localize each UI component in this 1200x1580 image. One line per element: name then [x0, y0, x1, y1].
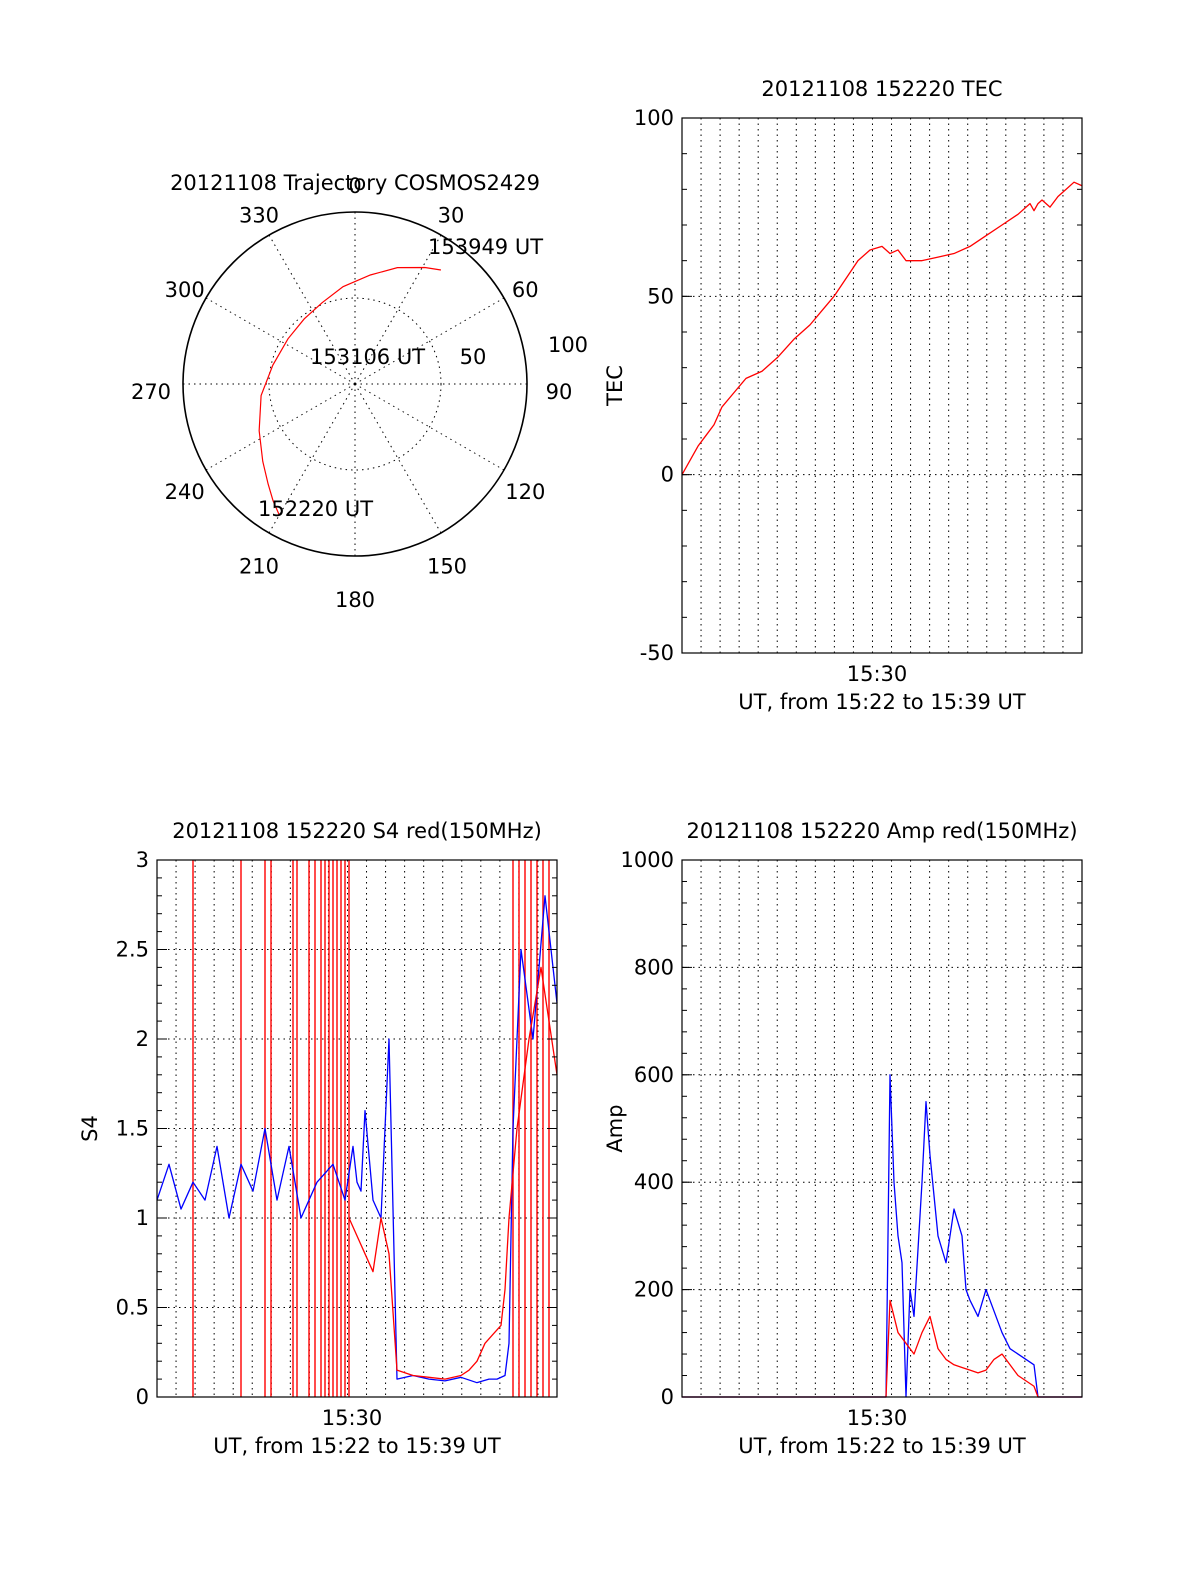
polar-spoke [205, 297, 356, 385]
polar-annotation-mid: 153106 UT [310, 345, 425, 369]
polar-spoke [354, 383, 505, 471]
polar-time-annotations: 152220 UT 153106 UT 153949 UT [258, 235, 543, 521]
polar-angle-label: 30 [438, 204, 465, 228]
polar-annotation-start: 152220 UT [258, 497, 373, 521]
polar-chart-title: 20121108 Trajectory COSMOS2429 [170, 171, 540, 195]
red-series-line [348, 966, 558, 1380]
tec-chart: -50 0 50 100 15:30 UT, from 15:22 to 15:39 UT… [603, 77, 1083, 714]
polar-angle-label: 90 [546, 380, 573, 404]
y-axis-label: S4 [78, 1115, 102, 1142]
chart-title: 20121108 152220 S4 red(150MHz) [172, 819, 542, 843]
polar-angle-label: 0 [348, 174, 361, 198]
polar-inner-circle [268, 297, 442, 471]
y-axis-label: TEC [603, 365, 627, 407]
y-tick-label: 3 [136, 848, 149, 872]
polar-angle-labels: 0 30 60 90 120 150 180 210 240 270 300 330 [131, 174, 572, 612]
y-tick-label: 2 [136, 1027, 149, 1051]
polar-angle-label: 60 [512, 278, 539, 302]
plot-frame [681, 859, 1083, 1398]
polar-angle-label: 270 [131, 380, 171, 404]
red-series-line [682, 1299, 1082, 1398]
x-tick-label: 15:30 [847, 662, 908, 686]
y-tick-label: 200 [634, 1278, 674, 1302]
y-tick-label: 0.5 [116, 1296, 149, 1320]
y-axis-label: Amp [603, 1104, 627, 1152]
polar-angle-label: 210 [239, 554, 279, 578]
polar-spoke [354, 383, 442, 534]
polar-trajectory-series [258, 266, 442, 516]
polar-spoke [354, 234, 442, 385]
s4-chart: 0 0.5 1 1.5 2 2.5 3 15:30 UT, from 15:22 to 15:3… [78, 819, 558, 1458]
y-tick-label: 800 [634, 955, 674, 979]
plot-frame [156, 859, 558, 1398]
polar-angle-label: 240 [165, 480, 205, 504]
y-tick-label: 2.5 [116, 938, 149, 962]
polar-spoke [268, 383, 356, 534]
y-tick-label: 0 [661, 463, 674, 487]
amp-chart: 0 200 400 600 800 1000 15:30 UT, from 15:22 to … [603, 819, 1083, 1458]
y-tick-label: 50 [647, 284, 674, 308]
x-tick-label: 15:30 [847, 1406, 908, 1430]
polar-spoke [354, 297, 505, 385]
polar-angle-label: 300 [165, 278, 205, 302]
y-tick-label: 1000 [621, 848, 674, 872]
y-tick-label: 1 [136, 1206, 149, 1230]
x-axis-label: UT, from 15:22 to 15:39 UT [213, 1434, 501, 1458]
polar-radial-label: 100 [548, 333, 588, 357]
polar-trajectory-line [258, 266, 442, 516]
x-axis-label: UT, from 15:22 to 15:39 UT [738, 690, 1026, 714]
polar-trajectory-chart: 20121108 Trajectory COSMOS2429 0 30 60 90 12… [131, 171, 588, 612]
y-tick-label: 0 [661, 1385, 674, 1409]
polar-radial-labels: 50 100 [460, 333, 588, 369]
polar-spoke [268, 234, 356, 385]
polar-angle-label: 330 [239, 204, 279, 228]
polar-angle-label: 180 [335, 588, 375, 612]
y-tick-label: 1.5 [116, 1117, 149, 1141]
x-axis-label: UT, from 15:22 to 15:39 UT [738, 1434, 1026, 1458]
polar-grid [182, 211, 528, 557]
blue-series-line [682, 1074, 1082, 1398]
chart-title: 20121108 152220 TEC [761, 77, 1002, 101]
y-tick-label: 600 [634, 1063, 674, 1087]
y-tick-label: 0 [136, 1385, 149, 1409]
polar-angle-label: 150 [427, 554, 467, 578]
polar-angle-label: 120 [505, 480, 545, 504]
blue-series-line [156, 895, 558, 1384]
polar-annotation-end: 153949 UT [428, 235, 543, 259]
polar-spoke [205, 383, 356, 471]
x-tick-label: 15:30 [322, 1406, 383, 1430]
y-tick-label: 100 [634, 106, 674, 130]
y-tick-label: -50 [640, 641, 674, 665]
polar-radial-label: 50 [460, 345, 487, 369]
chart-title: 20121108 152220 Amp red(150MHz) [686, 819, 1077, 843]
red-series-line [681, 181, 1083, 475]
plot-frame [681, 117, 1083, 654]
y-tick-label: 400 [634, 1170, 674, 1194]
